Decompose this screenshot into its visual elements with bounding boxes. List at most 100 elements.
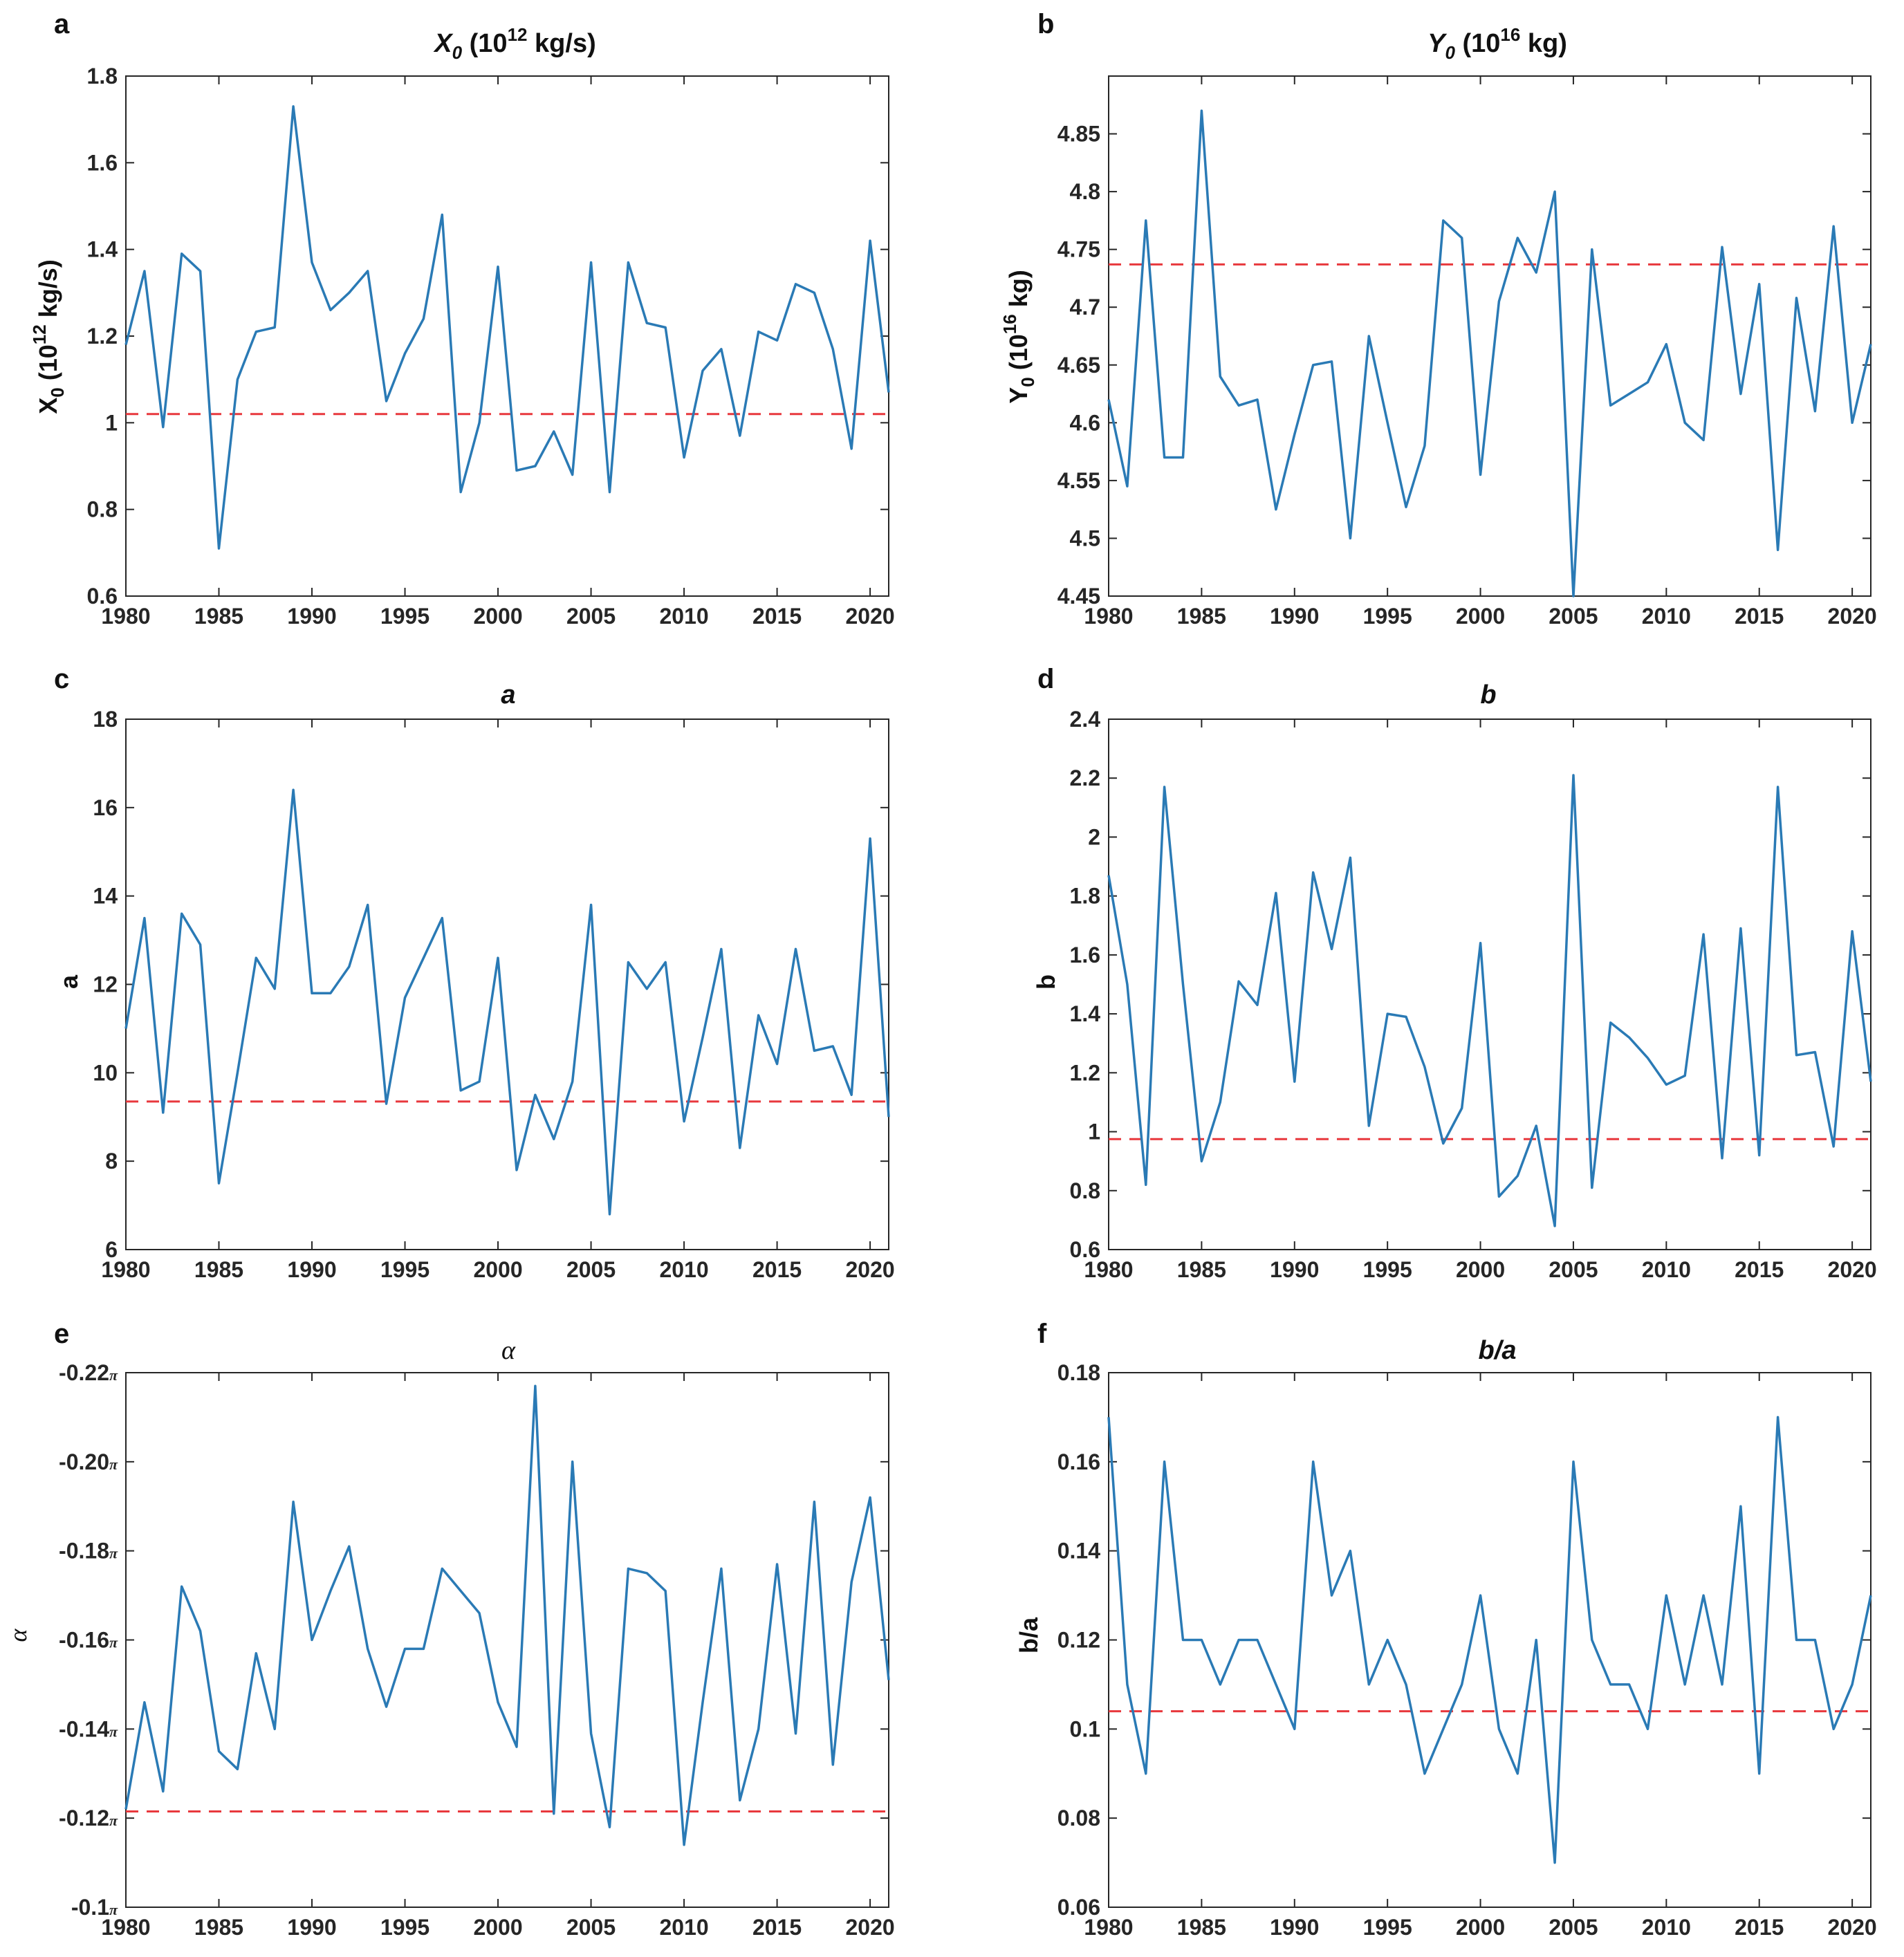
data-point [1572, 774, 1575, 777]
panel-b-title: Y0 (1016 kg) [1427, 24, 1567, 63]
data-point [1107, 398, 1110, 401]
y-tick-label: -0.1π [71, 1895, 118, 1920]
x-tick-label: 2000 [1456, 604, 1505, 629]
data-point [590, 1732, 593, 1735]
data-point [553, 1138, 555, 1140]
data-point [422, 317, 425, 320]
y-tick-label: 1.8 [87, 64, 118, 89]
data-point [1535, 271, 1537, 274]
y-tick-label: 4.75 [1057, 237, 1100, 262]
data-point [813, 1501, 815, 1503]
data-point [1572, 1460, 1575, 1463]
data-point [1516, 236, 1519, 239]
data-point [1423, 1772, 1426, 1775]
y-tick-label: 4.85 [1057, 122, 1100, 147]
data-point [404, 996, 407, 999]
x-tick-label: 2000 [473, 1915, 522, 1940]
y-tick-label: 0.8 [87, 497, 118, 522]
panel-e-label: e [54, 1319, 69, 1349]
data-point [1219, 1101, 1221, 1104]
x-tick-label: 2005 [1549, 1915, 1598, 1940]
x-tick-label: 1995 [1363, 1915, 1412, 1940]
data-point [776, 339, 779, 342]
series-line [1107, 109, 1872, 597]
data-point [162, 1111, 165, 1114]
data-point [1442, 1727, 1445, 1730]
y-tick-label: 1.2 [87, 324, 118, 349]
panel-a: a X0 (1012 kg/s) X0 (1012 kg/s) 1980 1985… [29, 9, 895, 629]
data-point [1665, 343, 1667, 346]
data-point [534, 1093, 537, 1096]
data-point [887, 391, 890, 393]
x-tick-label: 2000 [473, 604, 522, 629]
data-point [348, 965, 351, 968]
data-point [1219, 1683, 1221, 1686]
data-point [739, 1147, 741, 1149]
data-point [236, 1768, 239, 1770]
data-point [1126, 485, 1129, 488]
y-tick-label: 4.7 [1070, 295, 1100, 319]
x-tick-label: 1990 [287, 1915, 336, 1940]
y-tick-label: 4.8 [1070, 179, 1100, 204]
data-point [869, 1496, 871, 1499]
y-tick-label: 4.5 [1070, 526, 1100, 550]
data-point [218, 547, 221, 550]
data-point [1609, 1021, 1612, 1024]
data-point [1553, 190, 1556, 193]
y-tick-label: 0.06 [1057, 1895, 1100, 1920]
data-point [1869, 1080, 1872, 1083]
data-point [478, 421, 481, 424]
data-point [441, 214, 443, 216]
panel-e-title: α [501, 1336, 516, 1365]
data-point [459, 1590, 462, 1593]
x-tick-label: 2020 [1828, 1257, 1877, 1282]
data-point [664, 961, 667, 964]
data-point [181, 252, 183, 255]
data-point [1832, 1727, 1835, 1730]
data-point [1739, 393, 1742, 396]
data-point [143, 1701, 146, 1704]
data-point [1702, 1594, 1705, 1597]
y-tick-label: 0.08 [1057, 1806, 1100, 1830]
data-point [1591, 1639, 1593, 1642]
x-tick-label: 1985 [1177, 604, 1226, 629]
x-tick-label: 2010 [659, 604, 708, 629]
data-point [367, 903, 369, 906]
data-point [292, 788, 295, 791]
data-point [1479, 942, 1482, 945]
x-tick-label: 2015 [752, 1257, 802, 1282]
data-point [1702, 438, 1705, 441]
data-point [813, 291, 815, 294]
data-point [385, 400, 388, 402]
data-point [1461, 236, 1463, 239]
data-point [292, 105, 295, 108]
data-point [701, 1701, 704, 1704]
data-point [1461, 1106, 1463, 1109]
data-point [1721, 1157, 1723, 1160]
data-point [404, 1647, 407, 1650]
y-tick-label: -0.16π [59, 1628, 118, 1653]
x-tick-label: 2005 [1549, 1257, 1598, 1282]
data-point [850, 447, 853, 450]
data-point [367, 270, 369, 272]
x-tick-label: 2020 [846, 1257, 895, 1282]
panel-f: f b/a b/a 1980 1985 1990 1995 2000 2005 2010 20… [1015, 1319, 1877, 1940]
data-point [1777, 786, 1780, 788]
data-point [664, 326, 667, 328]
data-point [441, 1567, 443, 1570]
y-tick-label: -0.14π [59, 1716, 118, 1741]
x-tick-label: 2000 [1456, 1257, 1505, 1282]
data-point [1386, 1012, 1389, 1015]
panel-f-ylabel: b/a [1015, 1617, 1043, 1653]
data-point [162, 1790, 165, 1793]
data-point [1107, 1416, 1110, 1418]
data-point [831, 1045, 834, 1048]
data-point [1405, 1015, 1407, 1018]
x-tick-label: 1995 [1363, 604, 1412, 629]
data-point [553, 430, 555, 433]
data-point [1683, 1075, 1686, 1077]
panel-c-axes: 1980 1985 1990 1995 2000 2005 2010 2015 2020 6 8 10… [93, 707, 894, 1282]
data-point [1813, 410, 1816, 413]
panel-c: c a a 1980 1985 1990 1995 2000 2005 2010 2015 20… [54, 664, 895, 1282]
data-point [1609, 404, 1612, 407]
